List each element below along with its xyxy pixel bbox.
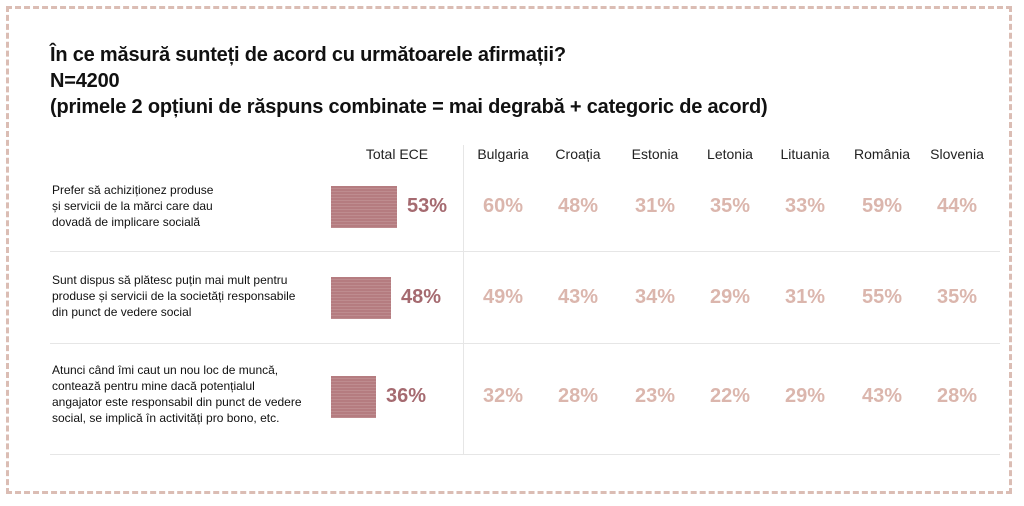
column-header-0: Total ECE [365, 146, 429, 162]
value-cell-0-2: 48% [557, 195, 599, 217]
value-cell-0-7: 44% [936, 195, 978, 217]
total-bar-0 [331, 186, 397, 228]
column-header-2: Croația [555, 146, 601, 162]
row-divider-2 [50, 454, 1000, 455]
column-header-5: Lituania [780, 146, 830, 162]
total-value-2: 36% [386, 385, 427, 407]
value-cell-1-4: 29% [709, 286, 751, 308]
total-value-0: 53% [407, 195, 448, 217]
column-header-3: Estonia [631, 146, 679, 162]
chart-title: În ce măsură sunteți de acord cu următoa… [50, 42, 768, 120]
value-cell-2-3: 23% [634, 385, 676, 407]
row-label-line: dovadă de implicare socială [52, 215, 201, 229]
title-note: (primele 2 opțiuni de răspuns combinate … [50, 96, 768, 118]
title-question: În ce măsură sunteți de acord cu următoa… [50, 44, 566, 66]
row-divider-0 [50, 251, 1000, 252]
column-header-4: Letonia [707, 146, 753, 162]
row-label-2: Atunci când îmi caut un nou loc de muncă… [52, 362, 322, 426]
column-header-1: Bulgaria [477, 146, 529, 162]
column-header-6: România [853, 146, 911, 162]
row-label-line: produse și servicii de la societăți resp… [52, 289, 296, 303]
value-cell-1-2: 43% [557, 286, 599, 308]
value-cell-2-1: 32% [482, 385, 524, 407]
row-label-line: Sunt dispus să plătesc puțin mai mult pe… [52, 273, 288, 287]
value-cell-2-7: 28% [936, 385, 978, 407]
row-label-line: Atunci când îmi caut un nou loc de muncă… [52, 363, 279, 377]
value-cell-2-5: 29% [784, 385, 826, 407]
value-cell-1-3: 34% [634, 286, 676, 308]
row-divider-1 [50, 343, 1000, 344]
value-cell-1-5: 31% [784, 286, 826, 308]
value-cell-2-2: 28% [557, 385, 599, 407]
column-header-7: Slovenia [930, 146, 984, 162]
total-value-1: 48% [401, 286, 442, 308]
value-cell-0-1: 60% [482, 195, 524, 217]
value-cell-0-5: 33% [784, 195, 826, 217]
row-label-line: și servicii de la mărci care dau [52, 199, 213, 213]
value-cell-0-3: 31% [634, 195, 676, 217]
row-label-line: Prefer să achiziționez produse [52, 183, 214, 197]
total-bar-1 [331, 277, 391, 319]
value-cell-1-1: 49% [482, 286, 524, 308]
row-label-line: contează pentru mine dacă potențialul [52, 379, 255, 393]
row-label-line: social, se implică în activități pro bon… [52, 411, 280, 425]
value-cell-2-4: 22% [709, 385, 751, 407]
value-cell-0-6: 59% [861, 195, 903, 217]
value-cell-0-4: 35% [709, 195, 751, 217]
value-cell-1-6: 55% [861, 286, 903, 308]
row-label-1: Sunt dispus să plătesc puțin mai mult pe… [52, 272, 322, 320]
title-sample-size: N=4200 [50, 70, 120, 92]
dashed-frame [6, 6, 1012, 494]
value-cell-2-6: 43% [861, 385, 903, 407]
row-label-line: din punct de vedere social [52, 305, 192, 319]
row-label-0: Prefer să achiziționez produse și servici… [52, 182, 322, 230]
total-bar-2 [331, 376, 376, 418]
column-separator [463, 145, 464, 455]
row-label-line: angajator este responsabil din punct de … [52, 395, 302, 409]
value-cell-1-7: 35% [936, 286, 978, 308]
